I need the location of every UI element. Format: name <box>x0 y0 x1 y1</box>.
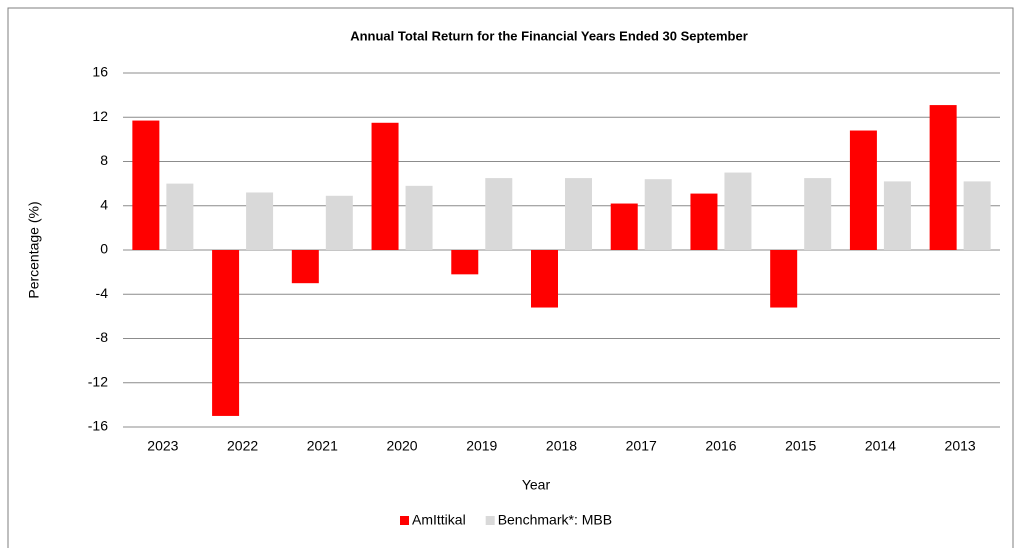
y-tick-label: -12 <box>88 373 108 389</box>
x-tick-label: 2022 <box>227 438 258 454</box>
y-tick-label: -8 <box>96 329 109 345</box>
bar <box>246 192 274 250</box>
chart-title: Annual Total Return for the Financial Ye… <box>350 28 748 43</box>
bar <box>770 250 798 308</box>
y-axis-label: Percentage (%) <box>26 201 42 298</box>
x-tick-label: 2016 <box>705 438 736 454</box>
bar <box>849 130 877 250</box>
x-tick-label: 2020 <box>386 438 417 454</box>
y-tick-label: 0 <box>100 241 108 257</box>
x-tick-label: 2014 <box>865 438 896 454</box>
y-tick-label: 12 <box>92 108 108 124</box>
x-tick-label: 2018 <box>546 438 577 454</box>
bar <box>485 178 513 250</box>
frame <box>7 7 1014 548</box>
y-tick-label: -16 <box>88 418 108 434</box>
bar <box>565 178 592 250</box>
x-tick-label: 2013 <box>945 438 976 454</box>
x-tick-label: 2015 <box>785 438 816 454</box>
x-axis-label: Year <box>522 477 551 493</box>
bar <box>325 195 353 250</box>
y-tick-label: 4 <box>100 196 108 212</box>
bar <box>371 122 399 250</box>
bar <box>804 178 832 250</box>
x-tick-label: 2021 <box>307 438 338 454</box>
bar <box>963 181 991 250</box>
bar <box>132 120 160 250</box>
legend-label: AmIttikal <box>412 512 466 528</box>
legend-label: Benchmark*: MBB <box>498 512 612 528</box>
x-tick-label: 2017 <box>626 438 657 454</box>
bar <box>166 183 194 250</box>
bar <box>405 185 433 250</box>
x-tick-label: 2019 <box>466 438 497 454</box>
bar <box>610 203 638 250</box>
bar <box>929 105 957 250</box>
y-tick-label: 16 <box>92 64 108 80</box>
legend-swatch <box>485 516 495 525</box>
legend-swatch <box>400 516 409 525</box>
bar <box>212 250 240 416</box>
y-tick-label: -4 <box>96 285 109 301</box>
bar <box>883 181 911 250</box>
y-tick-label: 8 <box>100 152 108 168</box>
bar <box>690 193 718 250</box>
bar <box>724 172 752 250</box>
x-tick-label: 2023 <box>147 438 178 454</box>
bar <box>644 179 672 250</box>
bar <box>451 250 479 275</box>
bar <box>531 250 558 308</box>
bar <box>291 250 319 284</box>
